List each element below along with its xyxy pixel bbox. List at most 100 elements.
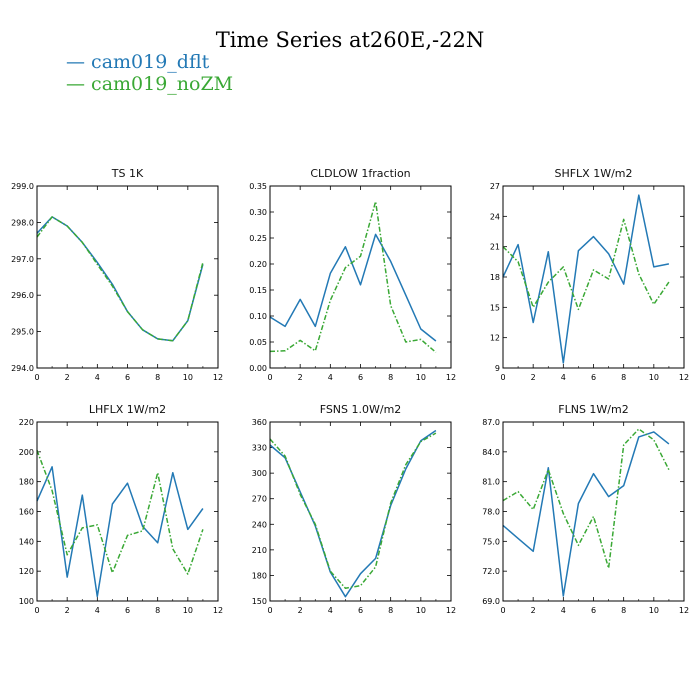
y-tick-label: 81.0: [482, 478, 500, 487]
y-tick-label: 140: [19, 537, 34, 546]
y-tick-label: 0.05: [249, 338, 267, 347]
x-tick-label: 4: [328, 373, 333, 382]
x-tick-label: 0: [267, 606, 272, 615]
y-tick-label: 150: [252, 597, 267, 606]
plot-frame: [502, 421, 685, 602]
panel-title: SHFLX 1W/m2: [554, 167, 632, 180]
x-tick-label: 0: [500, 373, 505, 382]
legend-dash-dflt: —: [66, 51, 85, 73]
x-tick-label: 6: [591, 373, 596, 382]
y-tick-label: 84.0: [482, 448, 500, 457]
legend-label-noZM: cam019_noZM: [91, 73, 234, 95]
y-tick-label: 100: [19, 597, 34, 606]
x-tick-label: 2: [531, 606, 536, 615]
x-tick-label: 12: [679, 606, 689, 615]
y-tick-label: 0.35: [249, 182, 267, 191]
x-tick-label: 2: [298, 606, 303, 615]
x-tick-label: 2: [65, 606, 70, 615]
chart-panel-2: CLDLOW 1fraction 0 2 4 6 8 10 12 0.00 0.05 0.10 0.1…: [249, 167, 456, 382]
x-tick-label: 4: [561, 373, 566, 382]
y-tick-label: 210: [252, 546, 267, 555]
y-tick-label: 240: [252, 520, 267, 529]
x-tick-label: 6: [591, 606, 596, 615]
y-tick-label: 15: [490, 303, 500, 312]
x-tick-label: 4: [328, 606, 333, 615]
x-tick-label: 8: [621, 606, 626, 615]
y-tick-label: 270: [252, 495, 267, 504]
series-line-noZM: [502, 428, 670, 569]
x-tick-label: 8: [388, 373, 393, 382]
panel-title: CLDLOW 1fraction: [310, 167, 410, 180]
x-tick-label: 12: [213, 373, 223, 382]
x-tick-label: 6: [125, 373, 130, 382]
y-tick-label: 0.30: [249, 208, 267, 217]
y-tick-label: 120: [19, 567, 34, 576]
x-tick-label: 12: [446, 373, 456, 382]
y-tick-label: 297.0: [11, 255, 34, 264]
chart-panel-4: LHFLX 1W/m2 0 2 4 6 8 10 12 100 120 140 160 180 200 22…: [19, 403, 223, 615]
y-tick-label: 0.10: [249, 312, 267, 321]
y-tick-label: 180: [252, 571, 267, 580]
x-tick-label: 6: [125, 606, 130, 615]
plot-frame: [36, 421, 219, 602]
series-line-dflt: [36, 466, 204, 598]
x-tick-label: 8: [155, 373, 160, 382]
y-tick-label: 299.0: [11, 182, 34, 191]
plot-frame: [36, 185, 219, 369]
y-tick-label: 0.20: [249, 260, 267, 269]
x-tick-label: 10: [649, 373, 659, 382]
y-tick-label: 360: [252, 418, 267, 427]
series-line-noZM: [269, 200, 437, 353]
y-tick-label: 9: [495, 364, 500, 373]
y-tick-label: 180: [19, 478, 34, 487]
x-tick-label: 4: [95, 606, 100, 615]
x-tick-label: 12: [213, 606, 223, 615]
y-tick-label: 200: [19, 448, 34, 457]
series-line-noZM: [269, 432, 437, 589]
x-tick-label: 12: [446, 606, 456, 615]
y-tick-label: 12: [490, 334, 500, 343]
y-tick-label: 75.0: [482, 537, 500, 546]
y-tick-label: 160: [19, 508, 34, 517]
x-tick-label: 6: [358, 373, 363, 382]
series-line-noZM: [36, 216, 204, 342]
x-tick-label: 2: [65, 373, 70, 382]
x-tick-label: 8: [621, 373, 626, 382]
x-tick-label: 10: [183, 373, 193, 382]
y-tick-label: 295.0: [11, 328, 34, 337]
y-tick-label: 298.0: [11, 218, 34, 227]
chart-panel-5: FSNS 1.0W/m2 0 2 4 6 8 10 12 150 180 210 240 270 300 3…: [252, 403, 456, 615]
series-line-dflt: [502, 431, 670, 597]
series-line-dflt: [36, 216, 204, 342]
x-tick-label: 2: [298, 373, 303, 382]
y-tick-label: 330: [252, 444, 267, 453]
chart-panel-6: FLNS 1W/m2 0 2 4 6 8 10 12 69.0 72.0 75.0 78.0 81.0 8…: [482, 403, 689, 615]
legend-label-dflt: cam019_dflt: [91, 51, 210, 73]
x-tick-label: 4: [561, 606, 566, 615]
plot-frame: [502, 185, 685, 369]
x-tick-label: 10: [183, 606, 193, 615]
panel-title: TS 1K: [111, 167, 144, 180]
legend-entry-dflt: — cam019_dflt: [66, 51, 233, 73]
y-tick-label: 296.0: [11, 291, 34, 300]
panel-title: FLNS 1W/m2: [558, 403, 628, 416]
panel-title: FSNS 1.0W/m2: [320, 403, 402, 416]
x-tick-label: 0: [500, 606, 505, 615]
y-tick-label: 78.0: [482, 508, 500, 517]
x-tick-label: 4: [95, 373, 100, 382]
x-tick-label: 2: [531, 373, 536, 382]
x-tick-label: 10: [416, 373, 426, 382]
y-tick-label: 294.0: [11, 364, 34, 373]
legend-dash-noZM: —: [66, 73, 85, 95]
x-tick-label: 8: [388, 606, 393, 615]
x-tick-label: 0: [34, 373, 39, 382]
y-tick-label: 24: [490, 212, 500, 221]
y-tick-label: 220: [19, 418, 34, 427]
y-tick-label: 21: [490, 243, 500, 252]
y-tick-label: 0.15: [249, 286, 267, 295]
y-tick-label: 0.25: [249, 234, 267, 243]
figure-title: Time Series at260E,-22N: [215, 28, 485, 52]
y-tick-label: 87.0: [482, 418, 500, 427]
x-tick-label: 0: [267, 373, 272, 382]
y-tick-label: 72.0: [482, 567, 500, 576]
